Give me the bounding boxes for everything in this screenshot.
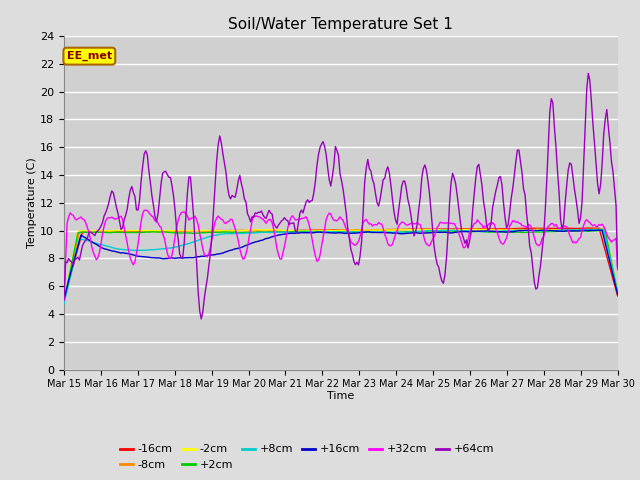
Title: Soil/Water Temperature Set 1: Soil/Water Temperature Set 1 — [228, 17, 453, 32]
X-axis label: Time: Time — [327, 391, 355, 401]
Y-axis label: Temperature (C): Temperature (C) — [28, 157, 37, 248]
Text: EE_met: EE_met — [67, 51, 112, 61]
Legend: -16cm, -8cm, -2cm, +2cm, +8cm, +16cm, +32cm, +64cm: -16cm, -8cm, -2cm, +2cm, +8cm, +16cm, +3… — [115, 440, 499, 474]
